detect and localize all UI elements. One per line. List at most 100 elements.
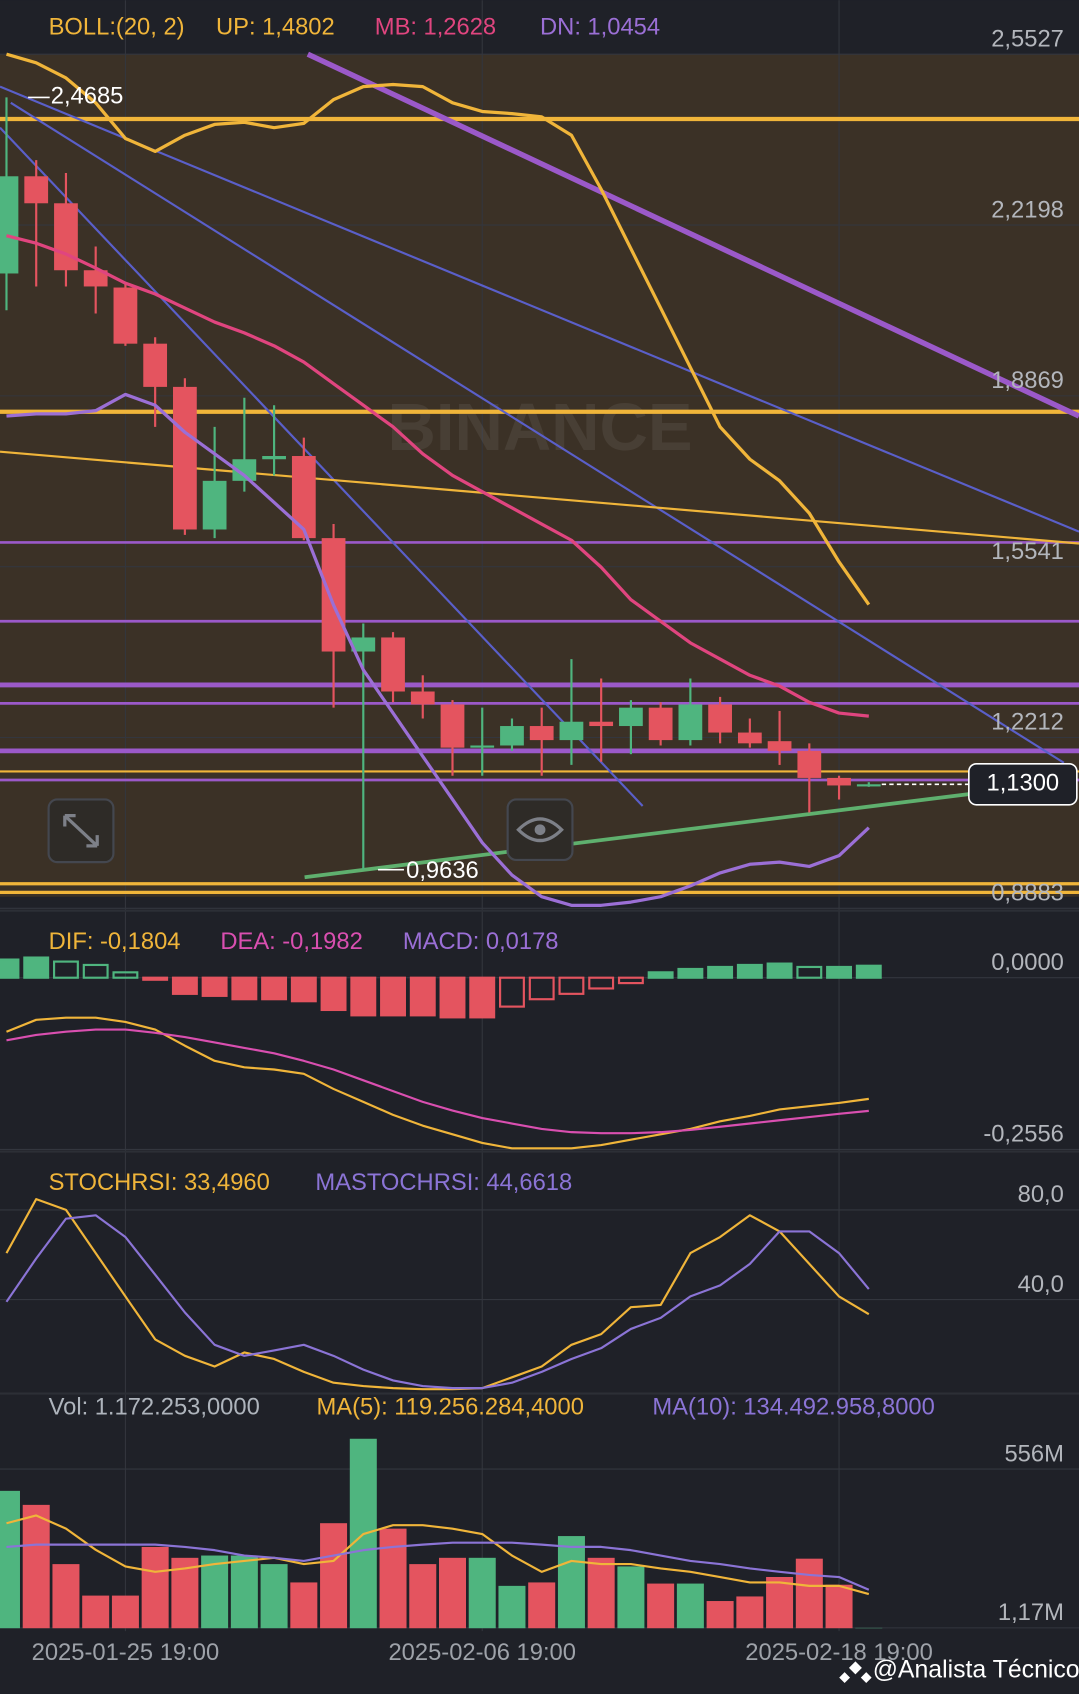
indicator-line [5,1214,870,1390]
macd-bar [647,971,674,979]
legend-value: 1,2628 [424,14,497,41]
y-tick-label: 1,2212 [991,709,1064,736]
trend-line [306,51,1079,419]
y-tick-label: -0,2556 [983,1121,1064,1148]
y-tick-label: 2,2198 [991,196,1064,223]
volume-bar [557,1536,585,1629]
legend-name: Vol: [49,1394,89,1421]
volume-bar [766,1576,794,1629]
macd-bar [736,963,763,979]
candle-body [648,707,673,741]
volume-bar [22,1504,50,1629]
legend-entry: DIF: -0,1804 [49,928,181,955]
indicator-line [6,1514,870,1596]
macd-bar [231,976,258,1001]
volume-bar [647,1583,675,1629]
volume-bar [409,1564,437,1629]
legend-name: DEA: [220,928,275,955]
macd-bar [23,956,50,979]
indicator-line [6,1541,870,1591]
volume-bar [825,1584,853,1629]
macd-bar [558,976,585,995]
trend-line [10,101,1065,764]
legend-entry: DEA: -0,1982 [220,928,362,955]
candle-body [262,456,286,460]
volume-bar [379,1528,407,1629]
indicator-line [5,1198,870,1391]
candle-body [83,270,108,287]
candle-body [410,691,435,705]
legend-name: STOCHRSI: [49,1169,178,1196]
volume-bar [438,1557,467,1629]
macd-bar [826,965,853,979]
expand-icon [63,814,99,848]
legend-entry: MB: 1,2628 [375,14,496,41]
volume-bar [498,1585,526,1629]
macd-bar [201,976,228,997]
low-label: 0,9636 [406,857,479,884]
trend-line [304,792,970,880]
y-tick-label: 1,8869 [991,367,1064,394]
legend-entry: MA(5): 119.256.284,4000 [316,1394,583,1421]
legend-value: 33,4960 [184,1169,270,1196]
candle-body [440,704,465,748]
candle-body [232,459,257,481]
volume-bar [82,1595,110,1629]
indicator-line [6,52,871,606]
candle-body [143,343,168,387]
candle-body [678,704,703,741]
legend-value: 44,6618 [486,1169,572,1196]
candle-body [559,721,584,741]
x-tick-label: 2025-02-06 19:00 [388,1639,576,1666]
marks [0,52,969,1629]
candle-body [202,480,227,530]
macd-bar [350,976,377,1017]
indicator-line [6,1028,869,1135]
volume-bar [201,1555,229,1629]
volume-bar [111,1595,139,1629]
trend-line [0,126,644,807]
macd-bar [528,976,555,1001]
candle-body [113,287,138,344]
y-tick-label: 2,5527 [991,25,1064,52]
candle-body [708,704,732,733]
candle-body [767,741,792,751]
macd-bar [766,962,793,979]
candle-body [54,203,78,271]
legend-entry: MASTOCHRSI: 44,6618 [315,1169,572,1196]
indicator-line [6,1016,869,1150]
price-box [968,762,1078,806]
footer-logo [839,1661,872,1683]
macd-bar [142,976,169,981]
macd-bar [855,964,882,979]
macd-bar [320,976,347,1012]
y-tick-label: 0,8883 [991,880,1064,907]
macd-bar [409,976,436,1017]
volume-bar [706,1601,734,1629]
legend-name: MASTOCHRSI: [315,1169,480,1196]
legend-name: MA(10): [652,1394,736,1421]
x-tick-label: 2025-01-25 19:00 [32,1639,220,1666]
macd-bar [82,963,109,979]
volume-bar [528,1582,556,1629]
volume-bar [290,1582,318,1629]
macd-bar [290,976,317,1003]
candle-body [797,750,822,778]
y-tick-label: 1,5541 [991,538,1064,565]
high-label: 2,4685 [51,83,124,110]
legend-entry: DN: 1,0454 [540,14,660,41]
candle-body [173,386,197,530]
volume-bar [141,1546,169,1629]
macd-bar [677,967,704,979]
legend-value: 1.172.253,0000 [95,1394,260,1421]
indicator-label: BOLL:(20, 2) [49,14,185,41]
candle-body [351,637,376,652]
legend-name: DIF: [49,928,94,955]
volume-bar [320,1523,348,1629]
legend-entry: UP: 1,4802 [216,14,335,41]
legend-name: UP: [216,14,256,41]
eye-pupil [534,824,546,836]
candle-body [24,176,49,204]
